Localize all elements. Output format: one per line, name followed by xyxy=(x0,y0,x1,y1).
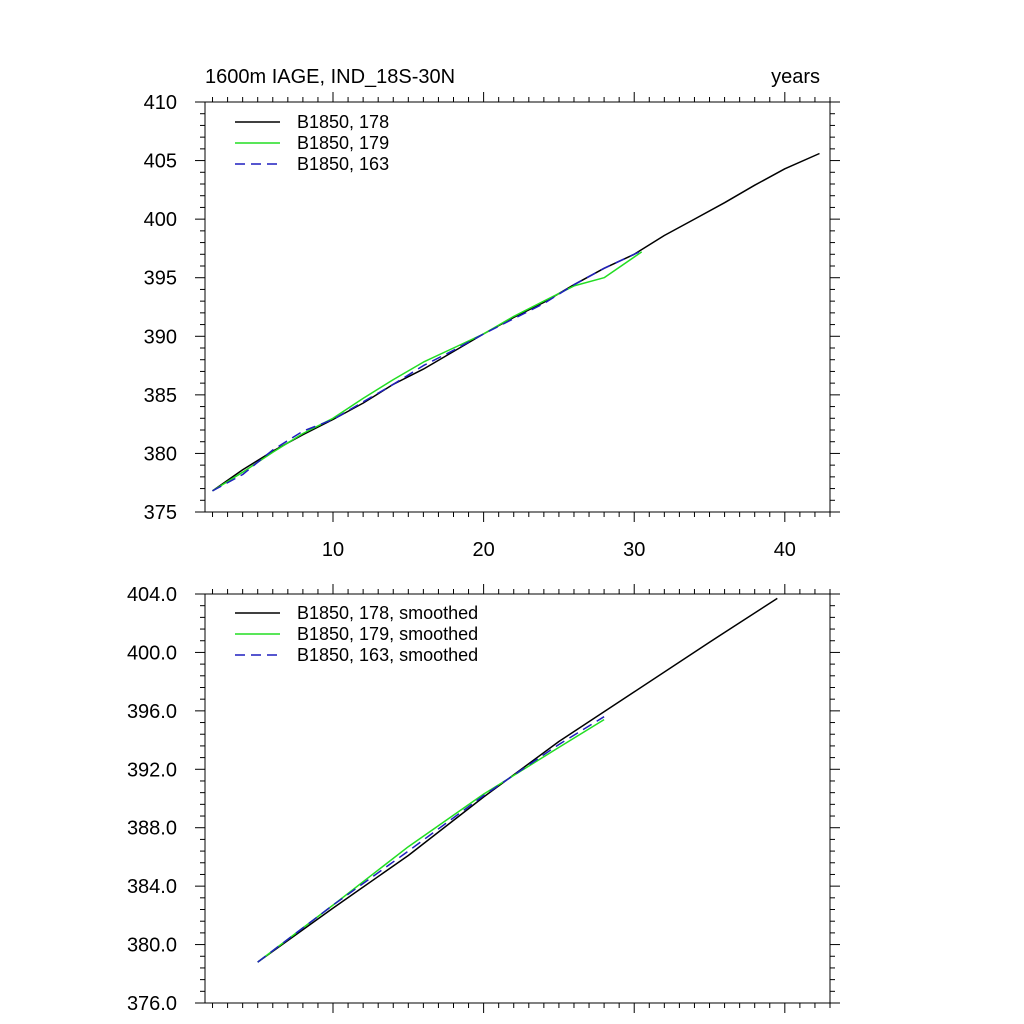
legend-label: B1850, 163, smoothed xyxy=(297,645,478,665)
legend-label: B1850, 179, smoothed xyxy=(297,624,478,644)
series-line-3 xyxy=(212,250,643,492)
y-tick-label: 388.0 xyxy=(127,818,177,840)
y-tick-label: 380 xyxy=(144,443,177,465)
y-tick-label: 385 xyxy=(144,385,177,407)
y-tick-label: 400.0 xyxy=(127,642,177,664)
legend-label: B1850, 178, smoothed xyxy=(297,603,478,623)
y-tick-label: 400 xyxy=(144,209,177,231)
x-tick-label: 20 xyxy=(472,539,494,561)
chart-title: 1600m IAGE, IND_18S-30N xyxy=(205,66,455,88)
y-tick-label: 384.0 xyxy=(127,876,177,898)
plot-frame xyxy=(204,101,831,513)
x-tick-label: 40 xyxy=(774,539,796,561)
series-line-2 xyxy=(212,251,643,492)
y-tick-label: 405 xyxy=(144,151,177,173)
x-tick-label: 10 xyxy=(322,539,344,561)
chart-panel-2: 376.0 380.0 384.0 388.0 392.0 396.0 400.0 404.0… xyxy=(127,584,840,1015)
legend-label: B1850, 179 xyxy=(297,133,389,153)
x-tick-label: 30 xyxy=(623,539,645,561)
y-tick-label: 395 xyxy=(144,268,177,290)
series-line-3 xyxy=(257,716,605,963)
y-tick-label: 392.0 xyxy=(127,759,177,781)
y-tick-label: 396.0 xyxy=(127,701,177,723)
y-tick-label: 390 xyxy=(144,326,177,348)
legend-label: B1850, 178 xyxy=(297,112,389,132)
y-tick-label: 410 xyxy=(144,92,177,114)
plot-frame xyxy=(204,593,831,1004)
chart-units-label: years xyxy=(771,66,820,88)
legend-label: B1850, 163 xyxy=(297,154,389,174)
chart-panel-1: 375 380 385 390 395 400 405 410 10 20 30 40 1600m IA… xyxy=(144,66,840,561)
y-tick-label: 376.0 xyxy=(127,993,177,1015)
series-line-2 xyxy=(257,718,605,963)
series-line-1 xyxy=(212,152,820,492)
y-tick-label: 380.0 xyxy=(127,935,177,957)
y-tick-label: 404.0 xyxy=(127,584,177,606)
y-tick-label: 375 xyxy=(144,502,177,524)
